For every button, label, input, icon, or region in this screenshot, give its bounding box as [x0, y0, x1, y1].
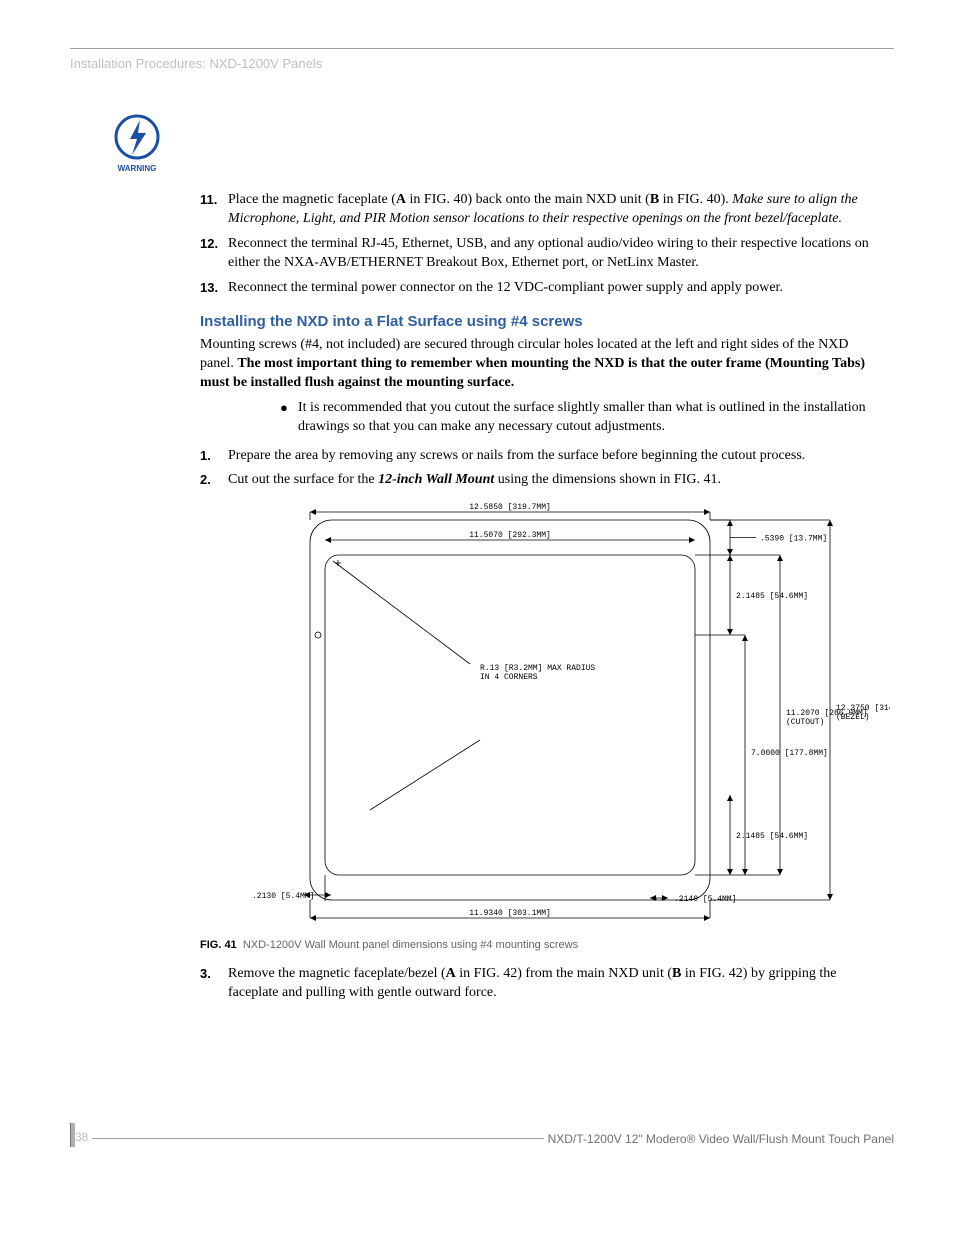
footer-rule [92, 1138, 543, 1139]
bullet-list: ● It is recommended that you cutout the … [280, 399, 884, 437]
running-header: Installation Procedures: NXD-1200V Panel… [70, 55, 894, 73]
svg-text:12.5850 [319.7MM]: 12.5850 [319.7MM] [469, 503, 551, 512]
step-number: 3. [200, 965, 228, 1003]
numbered-step: 11.Place the magnetic faceplate (A in FI… [200, 191, 884, 229]
figure-number: FIG. 41 [200, 939, 237, 951]
step-body: Cut out the surface for the 12-inch Wall… [228, 471, 884, 490]
step-number: 2. [200, 471, 228, 490]
page-footer: 38 NXD/T-1200V 12" Modero® Video Wall/Fl… [70, 1123, 894, 1147]
step-body: Prepare the area by removing any screws … [228, 447, 884, 466]
warning-icon: WARNING [110, 113, 894, 182]
step-number: 13. [200, 279, 228, 298]
svg-text:11.9340 [303.1MM]: 11.9340 [303.1MM] [469, 909, 551, 918]
svg-text:R.13 [R3.2MM] MAX RADIUS: R.13 [R3.2MM] MAX RADIUS [480, 664, 595, 673]
numbered-step: 3.Remove the magnetic faceplate/bezel (A… [200, 965, 884, 1003]
numbered-step: 12.Reconnect the terminal RJ-45, Etherne… [200, 235, 884, 273]
step-number: 12. [200, 235, 228, 273]
bullet-text: It is recommended that you cutout the su… [298, 399, 884, 437]
svg-text:11.5070 [292.3MM]: 11.5070 [292.3MM] [469, 531, 551, 540]
figure-caption: FIG. 41 NXD-1200V Wall Mount panel dimen… [200, 938, 884, 953]
numbered-step: 13.Reconnect the terminal power connecto… [200, 279, 884, 298]
main-content: 11.Place the magnetic faceplate (A in FI… [200, 191, 884, 1003]
svg-text:.2140 [5.4MM]: .2140 [5.4MM] [674, 895, 736, 904]
bullet-dot-icon: ● [280, 399, 298, 437]
step-body: Place the magnetic faceplate (A in FIG. … [228, 191, 884, 229]
svg-text:2.1485 [54.6MM]: 2.1485 [54.6MM] [736, 592, 808, 601]
svg-text:.2130 [5.4MM]: .2130 [5.4MM] [252, 892, 314, 901]
section-intro: Mounting screws (#4, not included) are s… [200, 336, 884, 393]
page-number: 38 [75, 1129, 88, 1145]
svg-text:7.0000 [177.8MM]: 7.0000 [177.8MM] [751, 749, 828, 758]
svg-text:.5390 [13.7MM]: .5390 [13.7MM] [760, 535, 827, 544]
step-body: Remove the magnetic faceplate/bezel (A i… [228, 965, 884, 1003]
svg-text:WARNING: WARNING [118, 164, 157, 173]
svg-text:IN 4 CORNERS: IN 4 CORNERS [480, 673, 538, 682]
step-number: 1. [200, 447, 228, 466]
svg-text:(CUTOUT): (CUTOUT) [786, 718, 824, 727]
numbered-step: 1.Prepare the area by removing any screw… [200, 447, 884, 466]
step-number: 11. [200, 191, 228, 229]
footer-title: NXD/T-1200V 12" Modero® Video Wall/Flush… [548, 1131, 894, 1147]
figure-41: R.13 [R3.2MM] MAX RADIUSIN 4 CORNERS 12.5… [250, 500, 884, 930]
header-rule [70, 48, 894, 49]
numbered-step: 2.Cut out the surface for the 12-inch Wa… [200, 471, 884, 490]
section-heading: Installing the NXD into a Flat Surface u… [200, 312, 884, 332]
bullet-item: ● It is recommended that you cutout the … [280, 399, 884, 437]
svg-text:11.2070 [286.9MM]: 11.2070 [286.9MM] [786, 709, 868, 718]
step-body: Reconnect the terminal RJ-45, Ethernet, … [228, 235, 884, 273]
svg-text:2.1485 [54.6MM]: 2.1485 [54.6MM] [736, 832, 808, 841]
figure-caption-text: NXD-1200V Wall Mount panel dimensions us… [243, 939, 578, 951]
step-body: Reconnect the terminal power connector o… [228, 279, 884, 298]
